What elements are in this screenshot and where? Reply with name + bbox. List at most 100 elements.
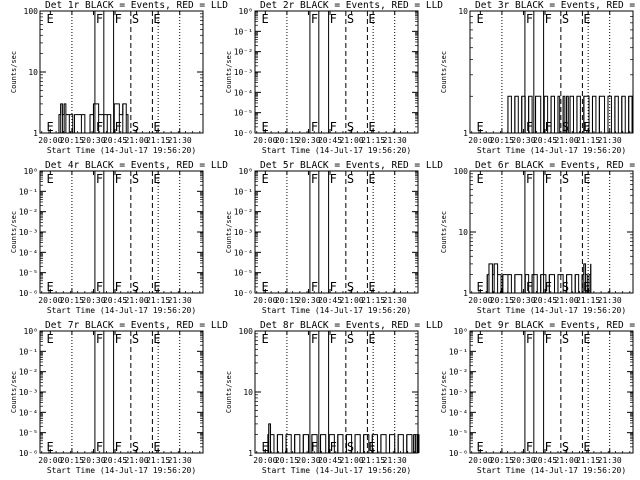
y-axis-label: Counts/sec bbox=[10, 371, 18, 413]
marker-label-top: F bbox=[545, 172, 552, 186]
x-tick-label: 20:30 bbox=[511, 136, 535, 145]
y-tick-label: 10⁰ bbox=[454, 327, 468, 336]
marker-label-top: S bbox=[347, 332, 354, 346]
x-axis-label: Start Time (14-Jul-17 19:56:20) bbox=[47, 466, 196, 475]
marker-label-bottom: F bbox=[115, 120, 122, 134]
x-tick-label: 21:30 bbox=[168, 456, 192, 465]
x-tick-label: 20:30 bbox=[81, 136, 105, 145]
plot-frame bbox=[469, 330, 634, 454]
x-tick-label: 20:45 bbox=[318, 296, 342, 305]
marker-label-top: F bbox=[96, 332, 103, 346]
x-tick-label: 20:15 bbox=[490, 136, 514, 145]
marker-label-top: S bbox=[347, 172, 354, 186]
marker-label-bottom: F bbox=[115, 440, 122, 454]
x-tick-label: 21:00 bbox=[555, 456, 579, 465]
marker-label-top: S bbox=[132, 172, 139, 186]
marker-label-bottom: F bbox=[96, 280, 103, 294]
y-tick-label: 10⁻⁶ bbox=[234, 129, 253, 138]
x-tick-label: 21:15 bbox=[146, 136, 170, 145]
y-axis-label: Counts/sec bbox=[10, 51, 18, 93]
marker-label-top: F bbox=[96, 172, 103, 186]
y-axis-label: Counts/sec bbox=[225, 211, 233, 253]
marker-label-top: E bbox=[262, 172, 269, 186]
marker-label-bottom: E bbox=[262, 280, 269, 294]
x-tick-label: 21:15 bbox=[576, 296, 600, 305]
y-tick-label: 10⁰ bbox=[24, 167, 38, 176]
x-tick-label: 20:30 bbox=[511, 456, 535, 465]
marker-label-bottom: F bbox=[526, 120, 533, 134]
y-axis-label: Counts/sec bbox=[440, 371, 448, 413]
y-axis-label: Counts/sec bbox=[225, 371, 233, 413]
marker-label-top: E bbox=[262, 12, 269, 26]
marker-label-bottom: E bbox=[153, 120, 160, 134]
x-tick-label: 21:30 bbox=[383, 456, 407, 465]
x-tick-label: 21:00 bbox=[340, 456, 364, 465]
marker-label-top: E bbox=[262, 332, 269, 346]
panel-title: Det 3r BLACK = Events, RED = LLD bbox=[475, 0, 640, 11]
marker-label-top: E bbox=[47, 172, 54, 186]
detector-panel-5: Det 5r BLACK = Events, RED = LLD Counts/s… bbox=[225, 160, 443, 315]
marker-label-top: F bbox=[330, 332, 337, 346]
marker-label-bottom: F bbox=[96, 440, 103, 454]
marker-label-bottom: F bbox=[545, 440, 552, 454]
y-axis-label: Counts/sec bbox=[440, 51, 448, 93]
y-tick-label: 10⁻⁵ bbox=[19, 429, 38, 438]
x-tick-label: 21:00 bbox=[340, 136, 364, 145]
y-tick-label: 10⁻⁶ bbox=[19, 449, 38, 458]
y-tick-label: 10⁻² bbox=[19, 368, 38, 377]
marker-label-top: E bbox=[153, 172, 160, 186]
x-tick-label: 21:30 bbox=[598, 296, 622, 305]
x-tick-label: 21:15 bbox=[146, 296, 170, 305]
y-tick-label: 10⁻⁵ bbox=[234, 109, 253, 118]
marker-label-bottom: E bbox=[153, 440, 160, 454]
marker-label-top: F bbox=[311, 172, 318, 186]
x-tick-label: 20:15 bbox=[275, 136, 299, 145]
x-tick-label: 21:00 bbox=[555, 296, 579, 305]
marker-label-bottom: F bbox=[330, 280, 337, 294]
marker-label-top: S bbox=[347, 12, 354, 26]
y-tick-label: 10⁰ bbox=[239, 167, 253, 176]
x-tick-label: 21:15 bbox=[361, 456, 385, 465]
marker-label-top: F bbox=[526, 172, 533, 186]
x-tick-label: 20:00 bbox=[253, 456, 277, 465]
marker-label-top: E bbox=[368, 172, 375, 186]
panel-title: Det 1r BLACK = Events, RED = LLD bbox=[45, 0, 228, 11]
marker-label-top: F bbox=[115, 12, 122, 26]
x-axis-label: Start Time (14-Jul-17 19:56:20) bbox=[477, 466, 626, 475]
y-tick-label: 10⁻¹ bbox=[19, 187, 38, 196]
y-tick-label: 10⁰ bbox=[24, 327, 38, 336]
marker-label-top: F bbox=[311, 332, 318, 346]
y-axis-label: Counts/sec bbox=[225, 51, 233, 93]
marker-label-bottom: E bbox=[368, 120, 375, 134]
plot-frame bbox=[254, 10, 419, 134]
x-tick-label: 20:15 bbox=[60, 296, 84, 305]
x-tick-label: 21:00 bbox=[555, 136, 579, 145]
marker-label-top: E bbox=[153, 12, 160, 26]
y-tick-label: 1 bbox=[463, 289, 468, 298]
y-tick-label: 10⁻⁶ bbox=[234, 289, 253, 298]
y-tick-label: 10⁻⁵ bbox=[19, 269, 38, 278]
marker-label-bottom: E bbox=[47, 120, 54, 134]
y-tick-label: 10⁻² bbox=[19, 208, 38, 217]
x-tick-label: 20:00 bbox=[38, 136, 62, 145]
marker-label-top: F bbox=[96, 12, 103, 26]
marker-label-bottom: S bbox=[132, 280, 139, 294]
x-tick-label: 20:15 bbox=[275, 456, 299, 465]
marker-label-top: F bbox=[330, 172, 337, 186]
marker-label-bottom: E bbox=[477, 280, 484, 294]
y-tick-label: 10⁻³ bbox=[19, 228, 38, 237]
y-tick-label: 10⁻³ bbox=[234, 68, 253, 77]
marker-label-top: S bbox=[562, 172, 569, 186]
x-tick-label: 21:30 bbox=[168, 296, 192, 305]
x-tick-label: 20:45 bbox=[533, 296, 557, 305]
y-tick-label: 100 bbox=[24, 7, 39, 16]
marker-label-top: F bbox=[526, 12, 533, 26]
x-tick-label: 20:00 bbox=[253, 136, 277, 145]
y-tick-label: 10⁻² bbox=[234, 208, 253, 217]
x-tick-label: 20:45 bbox=[318, 136, 342, 145]
y-tick-label: 10⁰ bbox=[239, 7, 253, 16]
marker-label-top: E bbox=[153, 332, 160, 346]
x-tick-label: 20:30 bbox=[296, 136, 320, 145]
marker-label-bottom: F bbox=[545, 120, 552, 134]
